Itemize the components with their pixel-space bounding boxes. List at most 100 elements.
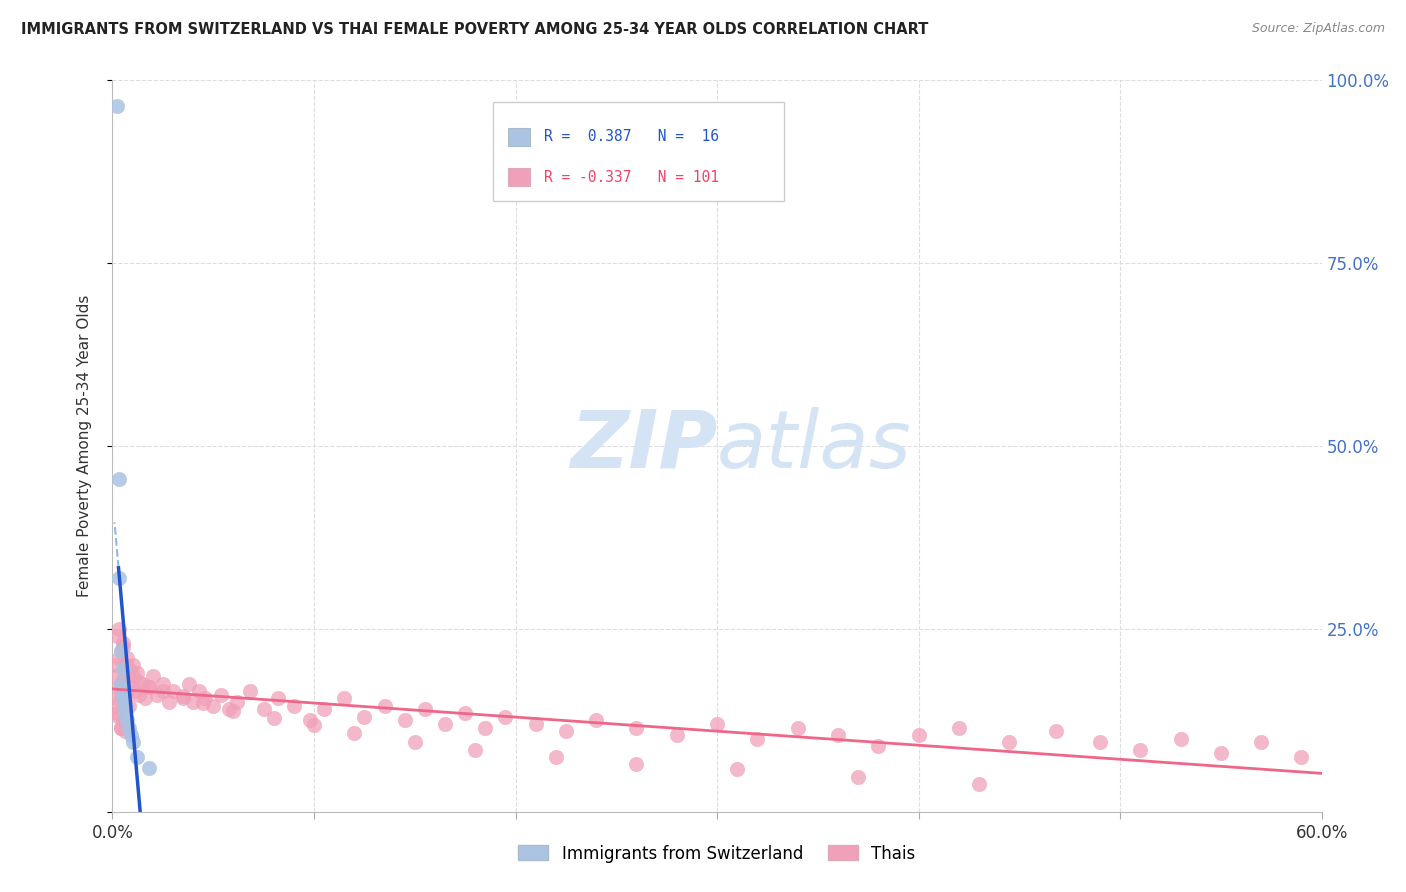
- Point: [115, 714, 138, 728]
- Point: [194, 691, 217, 706]
- Point: [110, 721, 132, 735]
- Point: [706, 717, 728, 731]
- Point: [585, 714, 607, 728]
- Point: [110, 676, 132, 690]
- Point: [105, 629, 128, 643]
- Point: [1045, 724, 1067, 739]
- FancyBboxPatch shape: [494, 103, 783, 201]
- Point: [111, 684, 134, 698]
- Point: [105, 706, 128, 720]
- Point: [121, 735, 143, 749]
- Point: [107, 571, 129, 585]
- Point: [114, 724, 136, 739]
- Point: [238, 684, 260, 698]
- Point: [162, 684, 184, 698]
- Point: [181, 695, 204, 709]
- Point: [1250, 735, 1272, 749]
- Point: [105, 99, 128, 113]
- Legend: Immigrants from Switzerland, Thais: Immigrants from Switzerland, Thais: [512, 838, 922, 869]
- Point: [114, 658, 136, 673]
- Point: [132, 676, 155, 690]
- Point: [138, 681, 160, 695]
- Point: [117, 698, 139, 713]
- Point: [124, 684, 146, 698]
- Point: [188, 684, 211, 698]
- Point: [152, 676, 174, 690]
- Point: [146, 688, 169, 702]
- Point: [110, 721, 132, 735]
- Text: IMMIGRANTS FROM SWITZERLAND VS THAI FEMALE POVERTY AMONG 25-34 YEAR OLDS CORRELA: IMMIGRANTS FROM SWITZERLAND VS THAI FEMA…: [21, 22, 928, 37]
- Point: [115, 684, 138, 698]
- Point: [111, 640, 134, 655]
- Point: [172, 691, 194, 706]
- Point: [128, 674, 150, 689]
- Point: [1170, 731, 1192, 746]
- Point: [283, 698, 305, 713]
- Point: [333, 691, 356, 706]
- Point: [495, 709, 517, 723]
- Point: [110, 688, 132, 702]
- Point: [103, 669, 125, 683]
- Point: [114, 698, 136, 713]
- Point: [107, 681, 129, 695]
- Point: [218, 702, 240, 716]
- Point: [786, 721, 808, 735]
- Point: [107, 472, 129, 486]
- Point: [302, 718, 325, 732]
- Point: [267, 691, 290, 706]
- Point: [125, 749, 148, 764]
- Point: [110, 644, 132, 658]
- Point: [114, 706, 136, 720]
- Bar: [508, 128, 530, 146]
- Point: [312, 702, 335, 716]
- Point: [111, 636, 134, 650]
- Text: Source: ZipAtlas.com: Source: ZipAtlas.com: [1251, 22, 1385, 36]
- Point: [353, 709, 375, 723]
- Point: [117, 721, 139, 735]
- Point: [114, 691, 136, 706]
- Point: [125, 665, 148, 680]
- Text: R =  0.387   N =  16: R = 0.387 N = 16: [544, 129, 718, 145]
- Point: [177, 676, 200, 690]
- Y-axis label: Female Poverty Among 25-34 Year Olds: Female Poverty Among 25-34 Year Olds: [77, 295, 91, 597]
- Point: [1129, 742, 1152, 756]
- Point: [138, 681, 160, 695]
- Point: [413, 702, 436, 716]
- Point: [454, 706, 477, 720]
- Point: [191, 697, 214, 711]
- Point: [226, 695, 249, 709]
- Point: [107, 709, 129, 723]
- Point: [142, 669, 165, 683]
- Point: [120, 728, 142, 742]
- Point: [948, 721, 970, 735]
- Point: [544, 749, 567, 764]
- Point: [1209, 746, 1232, 760]
- Point: [121, 669, 143, 683]
- Point: [1088, 735, 1111, 749]
- Point: [121, 658, 143, 673]
- Point: [105, 691, 128, 706]
- Point: [157, 695, 180, 709]
- Point: [202, 698, 225, 713]
- Point: [111, 714, 134, 728]
- Point: [626, 757, 648, 772]
- Point: [907, 728, 929, 742]
- Point: [128, 688, 150, 702]
- Point: [967, 777, 990, 791]
- Point: [524, 717, 547, 731]
- Point: [747, 731, 769, 746]
- Point: [222, 704, 245, 718]
- Point: [868, 739, 890, 753]
- Point: [117, 662, 139, 676]
- Point: [404, 735, 426, 749]
- Point: [464, 742, 486, 756]
- Point: [846, 770, 869, 784]
- Point: [827, 728, 849, 742]
- Point: [115, 651, 138, 665]
- Point: [554, 724, 576, 739]
- Point: [998, 735, 1021, 749]
- Point: [374, 698, 396, 713]
- Point: [343, 725, 366, 739]
- Point: [1291, 749, 1313, 764]
- Point: [253, 702, 276, 716]
